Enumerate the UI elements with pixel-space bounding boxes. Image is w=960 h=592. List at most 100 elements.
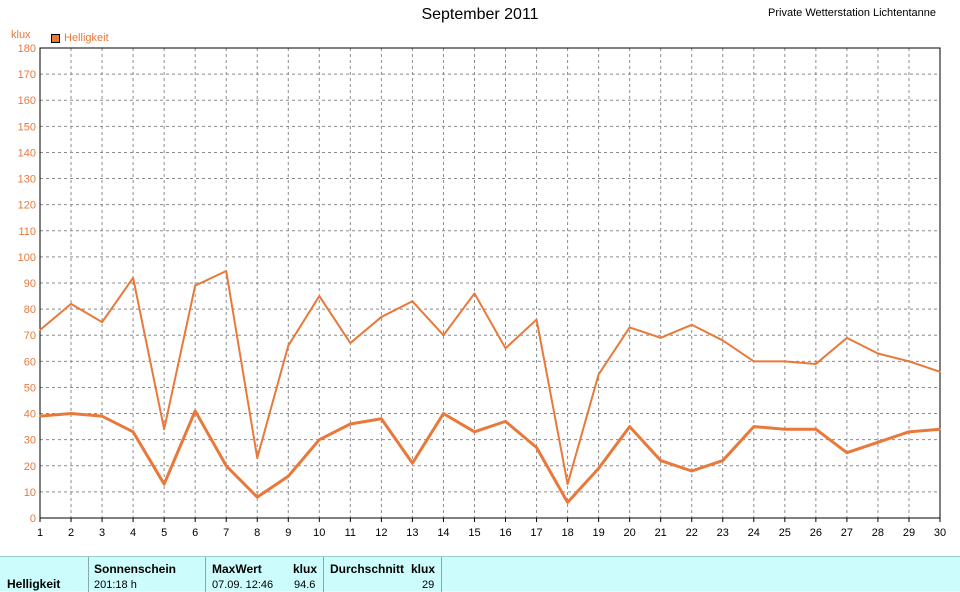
x-tick-label: 24 — [748, 527, 760, 539]
x-tick-label: 4 — [130, 527, 136, 539]
data-point-max — [628, 326, 631, 329]
x-tick-label: 18 — [561, 527, 573, 539]
x-tick-label: 11 — [345, 527, 356, 539]
x-tick-label: 21 — [655, 527, 667, 539]
summary-panel: Helligkeit Sonnenschein 201:18 h MaxWert… — [0, 556, 960, 592]
y-tick-label: 170 — [18, 69, 36, 81]
y-tick-label: 60 — [24, 356, 36, 368]
data-point-mean — [504, 420, 507, 423]
summary-row-label: Helligkeit — [7, 577, 61, 591]
axis-layer: 0102030405060708090100110120130140150160… — [18, 43, 946, 539]
summary-label-column: Helligkeit — [0, 557, 89, 592]
x-tick-label: 16 — [499, 527, 511, 539]
x-tick-label: 22 — [686, 527, 698, 539]
grid-layer — [39, 47, 941, 519]
y-tick-label: 10 — [24, 487, 36, 499]
data-point-mean — [132, 431, 134, 433]
y-tick-label: 50 — [24, 382, 36, 394]
data-point-max — [535, 318, 538, 321]
data-point-max — [815, 363, 817, 365]
y-tick-label: 40 — [24, 409, 36, 421]
y-tick-label: 120 — [18, 200, 36, 212]
sunshine-header: Sonnenschein — [94, 562, 177, 576]
y-tick-label: 0 — [30, 513, 36, 525]
x-tick-label: 28 — [872, 527, 884, 539]
data-point-max — [194, 284, 196, 287]
chart-title: September 2011 — [421, 6, 539, 23]
data-point-max — [411, 300, 414, 303]
x-tick-label: 20 — [624, 527, 636, 539]
x-tick-label: 10 — [313, 527, 325, 539]
x-tick-label: 14 — [437, 527, 449, 539]
max-date: 07.09. 12:46 — [212, 579, 274, 591]
legend: Helligkeit — [51, 32, 109, 44]
data-point-mean — [101, 415, 103, 417]
data-point-max — [70, 303, 72, 305]
y-tick-label: 30 — [24, 435, 36, 447]
data-point-max — [566, 483, 569, 485]
x-tick-label: 2 — [68, 527, 74, 539]
data-point-max — [442, 334, 445, 337]
data-point-mean — [877, 441, 879, 444]
data-point-max — [380, 316, 383, 318]
y-tick-label: 130 — [18, 174, 36, 186]
y-tick-label: 20 — [24, 461, 36, 473]
x-tick-label: 19 — [592, 527, 604, 539]
avg-unit: klux — [411, 562, 436, 576]
data-point-mean — [225, 464, 228, 467]
summary-max-column: MaxWert klux 07.09. 12:46 94.6 — [206, 557, 324, 592]
avg-header: Durchschnitt — [330, 562, 405, 576]
y-tick-label: 150 — [18, 121, 36, 133]
plot-frame — [39, 47, 941, 519]
data-point-mean — [535, 446, 538, 449]
max-unit: klux — [293, 562, 318, 576]
sunshine-value: 201:18 h — [94, 579, 137, 591]
data-point-mean — [815, 428, 817, 431]
max-value: 94.6 — [294, 579, 316, 591]
y-axis-unit: klux — [11, 29, 31, 41]
data-point-mean — [690, 470, 693, 472]
data-point-mean — [287, 475, 290, 478]
series-line-max — [39, 269, 941, 486]
data-point-mean — [566, 501, 569, 504]
data-point-max — [504, 347, 507, 350]
x-tick-label: 3 — [99, 527, 105, 539]
y-tick-label: 140 — [18, 147, 36, 159]
x-tick-label: 1 — [37, 527, 43, 539]
data-point-max — [39, 329, 41, 331]
data-point-mean — [39, 415, 41, 417]
summary-sunshine-column: Sonnenschein 201:18 h — [89, 557, 206, 592]
data-point-mean — [70, 412, 72, 415]
data-point-max — [784, 360, 786, 363]
data-point-mean — [318, 438, 321, 441]
legend-label: Helligkeit — [64, 32, 109, 44]
x-tick-label: 26 — [810, 527, 822, 539]
data-point-mean — [628, 425, 631, 428]
x-tick-label: 25 — [779, 527, 791, 539]
data-point-mean — [442, 412, 445, 415]
chart-area: 0102030405060708090100110120130140150160… — [18, 43, 946, 539]
data-point-mean — [256, 496, 259, 498]
max-header: MaxWert — [212, 562, 262, 576]
x-tick-label: 12 — [375, 527, 387, 539]
data-point-max — [846, 337, 848, 339]
x-tick-label: 29 — [903, 527, 915, 539]
series-layer — [39, 269, 941, 504]
data-point-mean — [939, 428, 941, 431]
data-point-mean — [597, 467, 600, 470]
x-tick-label: 8 — [254, 527, 260, 539]
y-tick-label: 180 — [18, 43, 36, 55]
x-tick-label: 9 — [285, 527, 291, 539]
data-point-max — [659, 337, 662, 339]
data-point-max — [101, 321, 103, 323]
series-line-mean — [39, 409, 941, 504]
y-tick-label: 80 — [24, 304, 36, 316]
data-point-mean — [163, 483, 165, 485]
x-tick-label: 15 — [468, 527, 480, 539]
avg-value: 29 — [422, 579, 435, 591]
x-tick-label: 30 — [934, 527, 946, 539]
data-point-max — [349, 342, 352, 344]
x-tick-label: 17 — [530, 527, 542, 539]
data-point-max — [939, 370, 941, 373]
data-point-mean — [194, 410, 196, 412]
